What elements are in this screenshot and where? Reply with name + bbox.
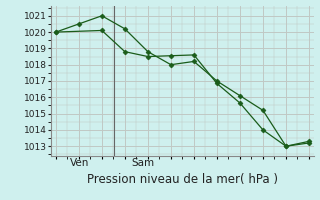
Text: Sam: Sam (132, 158, 155, 168)
Text: Ven: Ven (70, 158, 89, 168)
X-axis label: Pression niveau de la mer( hPa ): Pression niveau de la mer( hPa ) (87, 173, 278, 186)
